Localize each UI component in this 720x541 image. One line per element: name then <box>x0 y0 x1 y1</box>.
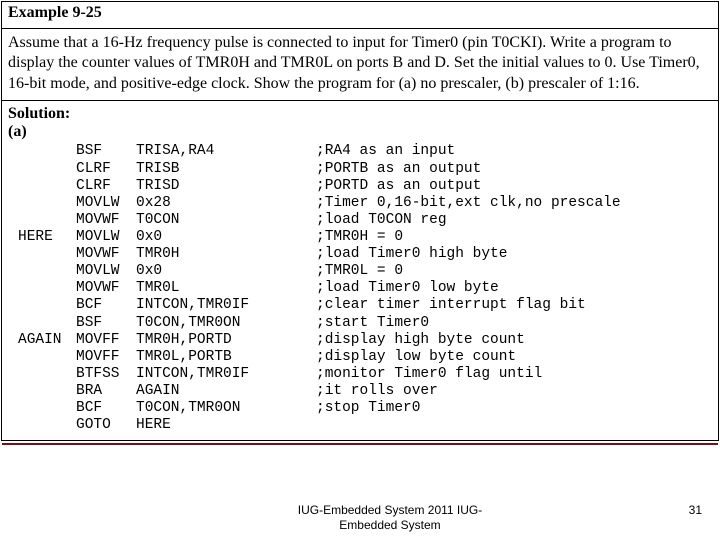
code-opcode: CLRF <box>76 178 136 195</box>
code-operand: 0x0 <box>136 263 316 280</box>
example-title: Example 9-25 <box>8 4 102 21</box>
code-comment: ;display low byte count <box>316 349 712 366</box>
code-operand: INTCON,TMR0IF <box>136 366 316 383</box>
code-label <box>18 297 76 314</box>
code-opcode: MOVWF <box>76 212 136 229</box>
code-line: MOVFFTMR0L,PORTB;display low byte count <box>18 349 712 366</box>
code-line: MOVWFTMR0H;load Timer0 high byte <box>18 246 712 263</box>
code-operand: TRISD <box>136 178 316 195</box>
code-opcode: GOTO <box>76 417 136 434</box>
code-label <box>18 178 76 195</box>
code-opcode: MOVFF <box>76 349 136 366</box>
code-opcode: BSF <box>76 143 136 160</box>
code-line: CLRFTRISD;PORTD as an output <box>18 178 712 195</box>
code-label <box>18 400 76 417</box>
code-comment <box>316 417 712 434</box>
code-opcode: BCF <box>76 400 136 417</box>
code-opcode: MOVFF <box>76 332 136 349</box>
code-operand: TMR0L,PORTB <box>136 349 316 366</box>
code-line: BCFT0CON,TMR0ON;stop Timer0 <box>18 400 712 417</box>
code-comment: ;load Timer0 low byte <box>316 280 712 297</box>
code-label <box>18 383 76 400</box>
footer-text-line1: IUG-Embedded System 2011 IUG- <box>298 503 483 517</box>
code-label <box>18 212 76 229</box>
slide-frame: Example 9-25 Assume that a 16-Hz frequen… <box>1 1 719 441</box>
code-line: BSFTRISA,RA4;RA4 as an input <box>18 143 712 160</box>
assembly-code: BSFTRISA,RA4;RA4 as an inputCLRFTRISB;PO… <box>8 141 712 434</box>
code-line: BTFSSINTCON,TMR0IF;monitor Timer0 flag u… <box>18 366 712 383</box>
code-operand: T0CON <box>136 212 316 229</box>
code-line: BSFT0CON,TMR0ON;start Timer0 <box>18 315 712 332</box>
code-label <box>18 366 76 383</box>
code-opcode: CLRF <box>76 161 136 178</box>
code-opcode: MOVWF <box>76 246 136 263</box>
code-label: AGAIN <box>18 332 76 349</box>
code-line: AGAINMOVFFTMR0H,PORTD;display high byte … <box>18 332 712 349</box>
code-comment: ;RA4 as an input <box>316 143 712 160</box>
code-opcode: MOVLW <box>76 263 136 280</box>
code-opcode: BTFSS <box>76 366 136 383</box>
solution-block: Solution: (a) BSFTRISA,RA4;RA4 as an inp… <box>2 101 718 440</box>
footer-text-line2: Embedded System <box>339 518 440 532</box>
code-comment: ;display high byte count <box>316 332 712 349</box>
code-label <box>18 143 76 160</box>
solution-label: Solution: <box>8 105 712 123</box>
code-line: MOVLW0x28;Timer 0,16-bit,ext clk,no pres… <box>18 195 712 212</box>
code-label <box>18 280 76 297</box>
code-line: BRAAGAIN;it rolls over <box>18 383 712 400</box>
code-operand: TMR0H <box>136 246 316 263</box>
code-label <box>18 349 76 366</box>
code-label <box>18 195 76 212</box>
code-operand: TRISB <box>136 161 316 178</box>
code-comment: ;it rolls over <box>316 383 712 400</box>
code-operand: AGAIN <box>136 383 316 400</box>
problem-text: Assume that a 16-Hz frequency pulse is c… <box>2 29 718 101</box>
code-operand: TMR0H,PORTD <box>136 332 316 349</box>
code-operand: T0CON,TMR0ON <box>136 400 316 417</box>
code-line: MOVWFTMR0L;load Timer0 low byte <box>18 280 712 297</box>
code-label <box>18 263 76 280</box>
code-label <box>18 315 76 332</box>
code-operand: 0x28 <box>136 195 316 212</box>
code-line: MOVLW0x0;TMR0L = 0 <box>18 263 712 280</box>
code-comment: ;load Timer0 high byte <box>316 246 712 263</box>
code-operand: T0CON,TMR0ON <box>136 315 316 332</box>
code-line: HEREMOVLW0x0;TMR0H = 0 <box>18 229 712 246</box>
code-line: CLRFTRISB;PORTB as an output <box>18 161 712 178</box>
code-operand: TRISA,RA4 <box>136 143 316 160</box>
code-line: GOTOHERE <box>18 417 712 434</box>
code-operand: HERE <box>136 417 316 434</box>
code-opcode: MOVWF <box>76 280 136 297</box>
footer-page-number: 31 <box>660 503 720 517</box>
code-comment: ;clear timer interrupt flag bit <box>316 297 712 314</box>
code-operand: 0x0 <box>136 229 316 246</box>
code-label: HERE <box>18 229 76 246</box>
code-label <box>18 246 76 263</box>
code-comment: ;TMR0H = 0 <box>316 229 712 246</box>
code-opcode: MOVLW <box>76 195 136 212</box>
slide-footer: IUG-Embedded System 2011 IUG- Embedded S… <box>0 503 720 533</box>
code-comment: ;Timer 0,16-bit,ext clk,no prescale <box>316 195 712 212</box>
code-comment: ;monitor Timer0 flag until <box>316 366 712 383</box>
code-line: BCFINTCON,TMR0IF;clear timer interrupt f… <box>18 297 712 314</box>
part-a-label: (a) <box>8 123 712 141</box>
code-opcode: BCF <box>76 297 136 314</box>
footer-center: IUG-Embedded System 2011 IUG- Embedded S… <box>120 503 660 533</box>
footer-divider <box>2 443 718 445</box>
code-comment: ;load T0CON reg <box>316 212 712 229</box>
code-operand: TMR0L <box>136 280 316 297</box>
example-header: Example 9-25 <box>2 2 718 29</box>
code-opcode: BSF <box>76 315 136 332</box>
code-opcode: MOVLW <box>76 229 136 246</box>
code-label <box>18 417 76 434</box>
code-line: MOVWFT0CON;load T0CON reg <box>18 212 712 229</box>
code-comment: ;PORTB as an output <box>316 161 712 178</box>
code-comment: ;stop Timer0 <box>316 400 712 417</box>
code-operand: INTCON,TMR0IF <box>136 297 316 314</box>
code-label <box>18 161 76 178</box>
code-opcode: BRA <box>76 383 136 400</box>
code-comment: ;start Timer0 <box>316 315 712 332</box>
code-comment: ;TMR0L = 0 <box>316 263 712 280</box>
code-comment: ;PORTD as an output <box>316 178 712 195</box>
